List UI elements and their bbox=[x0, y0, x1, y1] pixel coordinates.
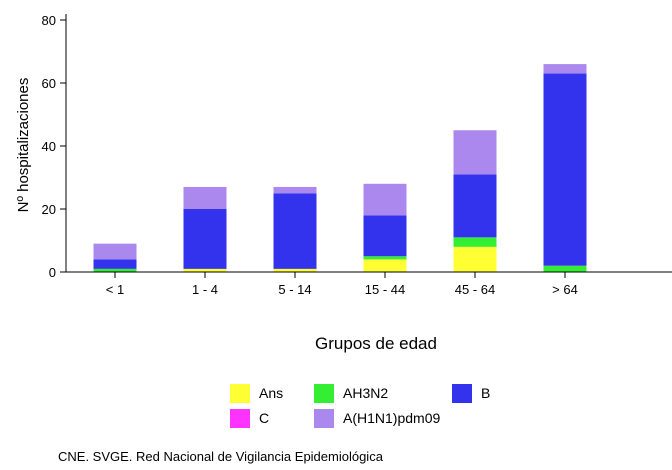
bar-ah3n2-15-44 bbox=[363, 256, 407, 260]
bar-b-1-4 bbox=[183, 209, 227, 269]
y-tick-label-60: 60 bbox=[42, 76, 56, 91]
legend-label-b: B bbox=[481, 385, 490, 401]
bar-ah3n2-64 bbox=[543, 265, 587, 272]
bar-a-h1n1-pdm09-15-44 bbox=[363, 183, 407, 216]
y-tick-label-40: 40 bbox=[42, 139, 56, 154]
x-tick-label-64: > 64 bbox=[552, 282, 578, 297]
bar-ah3n2-45-64 bbox=[453, 237, 497, 247]
axes-layer: 0 20 40 60 80 < 1 1 - 4 5 - 14 15 - 44 45 - 64 > 6… bbox=[42, 13, 672, 297]
bar-b-64 bbox=[543, 73, 587, 266]
legend-swatch-ah3n2 bbox=[314, 384, 334, 403]
bar-a-h1n1-pdm09-64 bbox=[543, 64, 587, 74]
bar-b-5-14 bbox=[273, 193, 317, 269]
legend-swatch-ans bbox=[230, 384, 250, 403]
bar-ans-5-14 bbox=[273, 268, 317, 272]
bar-a-h1n1-pdm09-1-4 bbox=[183, 186, 227, 209]
bar-a-h1n1-pdm09-5-14 bbox=[273, 186, 317, 194]
source-note: CNE. SVGE. Red Nacional de Vigilancia Ep… bbox=[58, 449, 383, 464]
bar-b-45-64 bbox=[453, 174, 497, 238]
legend-swatch-c bbox=[230, 409, 250, 428]
legend-swatch-a-h1n1-pdm09 bbox=[314, 409, 334, 428]
x-tick-label-1-4: 1 - 4 bbox=[192, 282, 218, 297]
y-tick-label-0: 0 bbox=[49, 265, 56, 280]
bar-ans-45-64 bbox=[453, 246, 497, 272]
bar-b-1 bbox=[93, 259, 137, 269]
legend-label-c: C bbox=[259, 410, 269, 426]
x-axis-title: Grupos de edad bbox=[315, 334, 437, 353]
x-tick-label-5-14: 5 - 14 bbox=[278, 282, 311, 297]
legend-swatch-b bbox=[452, 384, 472, 403]
bar-a-h1n1-pdm09-45-64 bbox=[453, 130, 497, 175]
legend-label-ah3n2: AH3N2 bbox=[343, 385, 388, 401]
x-tick-label-45-64: 45 - 64 bbox=[455, 282, 495, 297]
y-tick-label-80: 80 bbox=[42, 13, 56, 28]
legend: Ans AH3N2 B C A(H1N1)pdm09 bbox=[230, 384, 490, 428]
bar-ans-1-4 bbox=[183, 268, 227, 272]
y-tick-label-20: 20 bbox=[42, 202, 56, 217]
x-tick-label-1: < 1 bbox=[106, 282, 124, 297]
bar-ans-15-44 bbox=[363, 259, 407, 272]
bar-a-h1n1-pdm09-1 bbox=[93, 243, 137, 260]
y-axis-title: Nº hospitalizaciones bbox=[15, 78, 32, 213]
bar-ah3n2-1 bbox=[93, 268, 137, 272]
legend-label-a-h1n1-pdm09: A(H1N1)pdm09 bbox=[343, 410, 440, 426]
bar-b-15-44 bbox=[363, 215, 407, 257]
bars-layer bbox=[93, 64, 587, 272]
legend-label-ans: Ans bbox=[259, 385, 283, 401]
x-tick-label-15-44: 15 - 44 bbox=[365, 282, 405, 297]
